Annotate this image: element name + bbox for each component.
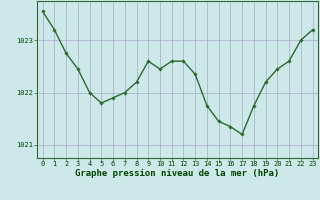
- X-axis label: Graphe pression niveau de la mer (hPa): Graphe pression niveau de la mer (hPa): [76, 169, 280, 178]
